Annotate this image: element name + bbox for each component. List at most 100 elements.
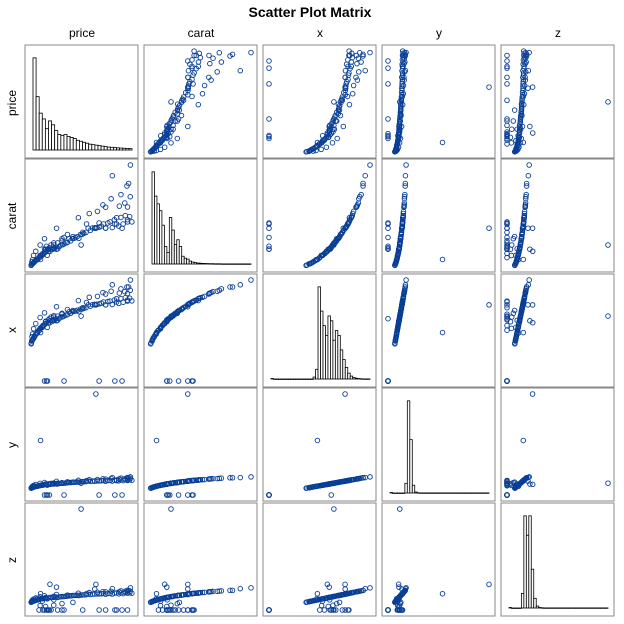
data-point — [385, 234, 391, 241]
data-point — [153, 595, 160, 602]
data-point — [396, 246, 402, 252]
data-point — [113, 477, 120, 484]
data-point — [605, 242, 611, 248]
data-point — [34, 483, 41, 490]
data-point — [399, 219, 406, 225]
data-point — [157, 598, 164, 604]
data-point — [37, 482, 43, 489]
data-point — [399, 85, 405, 92]
row-label: x — [5, 327, 19, 333]
data-point — [229, 284, 236, 290]
data-point — [393, 334, 399, 340]
data-point — [124, 284, 130, 290]
panel-y-vs-z — [500, 387, 615, 502]
data-point — [39, 252, 46, 259]
column-label: z — [555, 26, 561, 40]
data-point — [29, 331, 36, 337]
column-label: price — [69, 26, 95, 40]
panel-frame — [381, 387, 496, 502]
data-point — [185, 492, 191, 498]
data-point — [102, 302, 109, 308]
data-point — [394, 146, 401, 153]
data-point — [396, 317, 402, 324]
data-point — [168, 602, 174, 608]
data-point — [100, 202, 106, 208]
data-point — [168, 506, 174, 512]
data-point — [339, 229, 346, 236]
data-point — [122, 588, 128, 595]
histogram-bar — [535, 605, 540, 609]
data-point — [37, 314, 43, 321]
data-point — [214, 288, 220, 294]
data-point — [367, 49, 373, 56]
data-point — [339, 97, 346, 104]
data-point — [514, 126, 520, 132]
data-point — [34, 256, 41, 263]
data-point — [522, 204, 528, 210]
data-point — [396, 123, 402, 130]
data-point — [349, 90, 356, 97]
data-point — [47, 481, 53, 488]
data-point — [314, 142, 320, 149]
data-point — [48, 607, 54, 613]
data-point — [396, 603, 402, 610]
data-point — [393, 142, 400, 149]
data-point — [206, 476, 212, 482]
data-point — [324, 130, 331, 136]
data-point — [504, 302, 510, 308]
data-point — [248, 49, 254, 56]
histogram-bar — [116, 147, 121, 151]
data-point — [397, 118, 404, 124]
data-point — [122, 475, 128, 482]
data-point — [196, 50, 203, 57]
histogram-bar — [533, 597, 537, 609]
data-point — [314, 256, 320, 263]
data-point — [486, 302, 492, 308]
data-point — [522, 55, 529, 61]
data-point — [168, 99, 174, 105]
histogram-bar — [128, 148, 133, 151]
data-point — [367, 162, 373, 168]
data-point — [330, 126, 336, 132]
data-point — [79, 304, 86, 311]
data-point — [127, 585, 134, 591]
histogram-bar — [38, 112, 43, 151]
panel-y-vs-x — [262, 387, 377, 502]
data-point — [513, 324, 519, 331]
data-point — [509, 126, 515, 132]
panel-carat-vs-z — [500, 158, 615, 273]
data-point — [165, 492, 172, 498]
data-point — [191, 298, 197, 304]
histogram-bar — [94, 144, 99, 151]
data-point — [385, 225, 391, 231]
data-point — [124, 204, 131, 210]
histogram-bar — [109, 146, 114, 151]
data-point — [172, 118, 178, 124]
data-point — [507, 134, 514, 141]
data-point — [356, 588, 362, 595]
data-point — [504, 63, 510, 70]
data-point — [510, 118, 517, 124]
data-point — [125, 180, 132, 187]
data-point — [112, 492, 118, 498]
data-point — [396, 597, 402, 603]
data-point — [521, 82, 528, 89]
data-point — [51, 314, 57, 320]
data-point — [525, 302, 531, 308]
data-point — [266, 607, 272, 613]
data-point — [514, 246, 520, 252]
data-point — [127, 474, 134, 480]
data-point — [64, 479, 71, 485]
data-point — [362, 67, 368, 74]
data-point — [522, 74, 528, 81]
data-point — [385, 58, 391, 64]
data-point — [344, 93, 351, 100]
data-point — [33, 248, 39, 255]
data-point — [119, 378, 125, 384]
data-point — [385, 315, 391, 322]
data-point — [96, 220, 102, 226]
data-point — [400, 90, 407, 97]
data-point — [208, 77, 214, 83]
data-point — [168, 313, 174, 319]
data-point — [516, 134, 523, 141]
